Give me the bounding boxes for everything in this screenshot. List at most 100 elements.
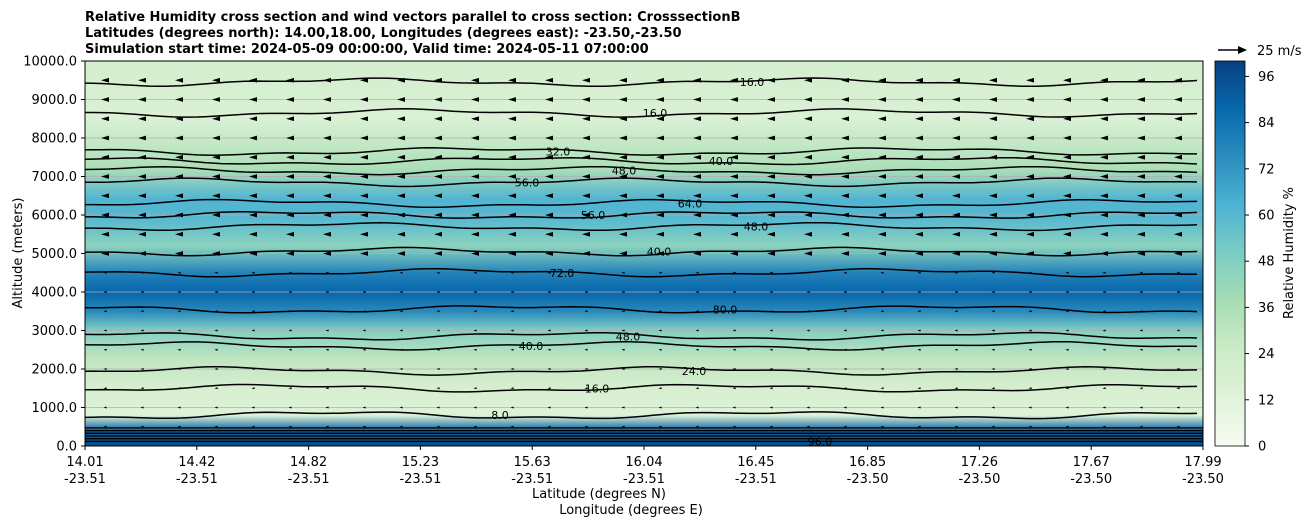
colorbar-tick-label: 36 [1258,301,1275,316]
wind-vector-icon [212,251,220,256]
wind-vector-icon [584,329,588,332]
wind-vector-icon [249,174,257,179]
wind-vector-icon [878,174,886,179]
wind-vector-icon [1137,77,1145,83]
wind-vector-icon [915,116,923,122]
wind-vector-icon [952,116,960,122]
wind-vector-icon [212,174,220,179]
wind-vector-icon [1100,154,1108,160]
quiver-key-label: 25 m/s [1257,44,1302,59]
wind-vector-icon [619,251,627,256]
x-tick-label-latitude: 15.23 [402,455,439,470]
contour-label: 40.0 [519,340,544,353]
x-tick-label-longitude: -23.51 [735,472,777,487]
wind-vector-icon [288,310,292,313]
wind-vector-icon [399,329,403,332]
wind-vector-icon [1065,310,1069,313]
wind-vector-icon [547,271,551,274]
wind-vector-icon [656,135,664,141]
wind-vector-icon [730,97,738,102]
x-tick-label-latitude: 16.04 [625,455,662,470]
wind-vector-icon [177,310,181,313]
wind-vector-icon [619,154,627,160]
wind-vector-icon [508,251,516,256]
wind-vector-icon [138,135,146,141]
wind-vector-icon [843,291,847,293]
wind-vector-icon [214,291,218,293]
wind-vector-icon [769,387,773,390]
wind-vector-icon [767,97,775,102]
wind-vector-icon [545,212,553,218]
wind-vector-icon [582,212,590,218]
colorbar-fill [1214,60,1246,447]
wind-vector-icon [769,368,773,370]
wind-vector-icon [286,251,294,256]
x-tick-label-latitude: 17.26 [961,455,998,470]
wind-vector-icon [1063,116,1071,122]
wind-vector-icon [362,406,366,409]
wind-vector-icon [767,231,775,237]
wind-vector-icon [288,368,292,370]
wind-vector-icon [1176,387,1180,390]
wind-vector-icon [952,231,960,237]
wind-vector-icon [214,387,218,390]
wind-vector-icon [878,251,886,256]
wind-vector-icon [510,368,514,370]
wind-vector-icon [730,212,738,218]
wind-vector-icon [1063,231,1071,237]
wind-vector-icon [101,116,109,122]
wind-vector-icon [841,77,849,83]
wind-vector-icon [212,135,220,141]
wind-vector-icon [989,77,997,83]
wind-vector-icon [730,154,738,160]
wind-vector-icon [399,425,403,428]
wind-vector-icon [325,348,329,351]
wind-vector-icon [1026,174,1034,179]
wind-vector-icon [619,97,627,102]
wind-vector-icon [656,154,664,160]
wind-vector-icon [804,212,812,218]
y-tick-label: 7000.0 [32,170,78,185]
wind-vector-icon [1102,271,1106,274]
wind-vector-icon [399,310,403,313]
wind-vector-icon [991,291,995,293]
wind-vector-icon [175,212,183,218]
wind-vector-icon [991,310,995,313]
wind-vector-icon [730,116,738,122]
wind-vector-icon [140,310,144,313]
wind-vector-icon [212,97,220,102]
wind-vector-icon [767,251,775,256]
wind-vector-icon [362,387,366,390]
contour-line [85,411,1198,420]
wind-vector-icon [769,291,773,293]
wind-vector-icon [510,425,514,428]
wind-vector-icon [360,77,368,83]
wind-vector-icon [175,116,183,122]
wind-vector-icon [360,193,368,199]
wind-vector-icon [286,193,294,199]
wind-vector-icon [619,77,627,83]
wind-vector-icon [693,231,701,237]
wind-vector-icon [989,116,997,122]
wind-vector-icon [436,291,440,293]
wind-vector-icon [584,425,588,428]
quiver-key: 25 m/s [1218,44,1302,59]
wind-vector-icon [140,329,144,332]
wind-vector-icon [212,193,220,199]
wind-vector-icon [1100,212,1108,218]
wind-vector-icon [323,154,331,160]
wind-vector-icon [140,291,144,293]
wind-vector-icon [473,368,477,370]
wind-vector-icon [214,271,218,274]
wind-vector-icon [619,135,627,141]
wind-vector-icon [471,174,479,179]
wind-vector-icon [1028,329,1032,332]
wind-vector-icon [880,271,884,274]
wind-vector-icon [915,174,923,179]
wind-vector-icon [325,329,329,332]
wind-vector-icon [582,116,590,122]
wind-vector-icon [473,291,477,293]
wind-vector-icon [101,174,109,179]
contour-label: 16.0 [643,107,668,120]
wind-vector-icon [508,116,516,122]
